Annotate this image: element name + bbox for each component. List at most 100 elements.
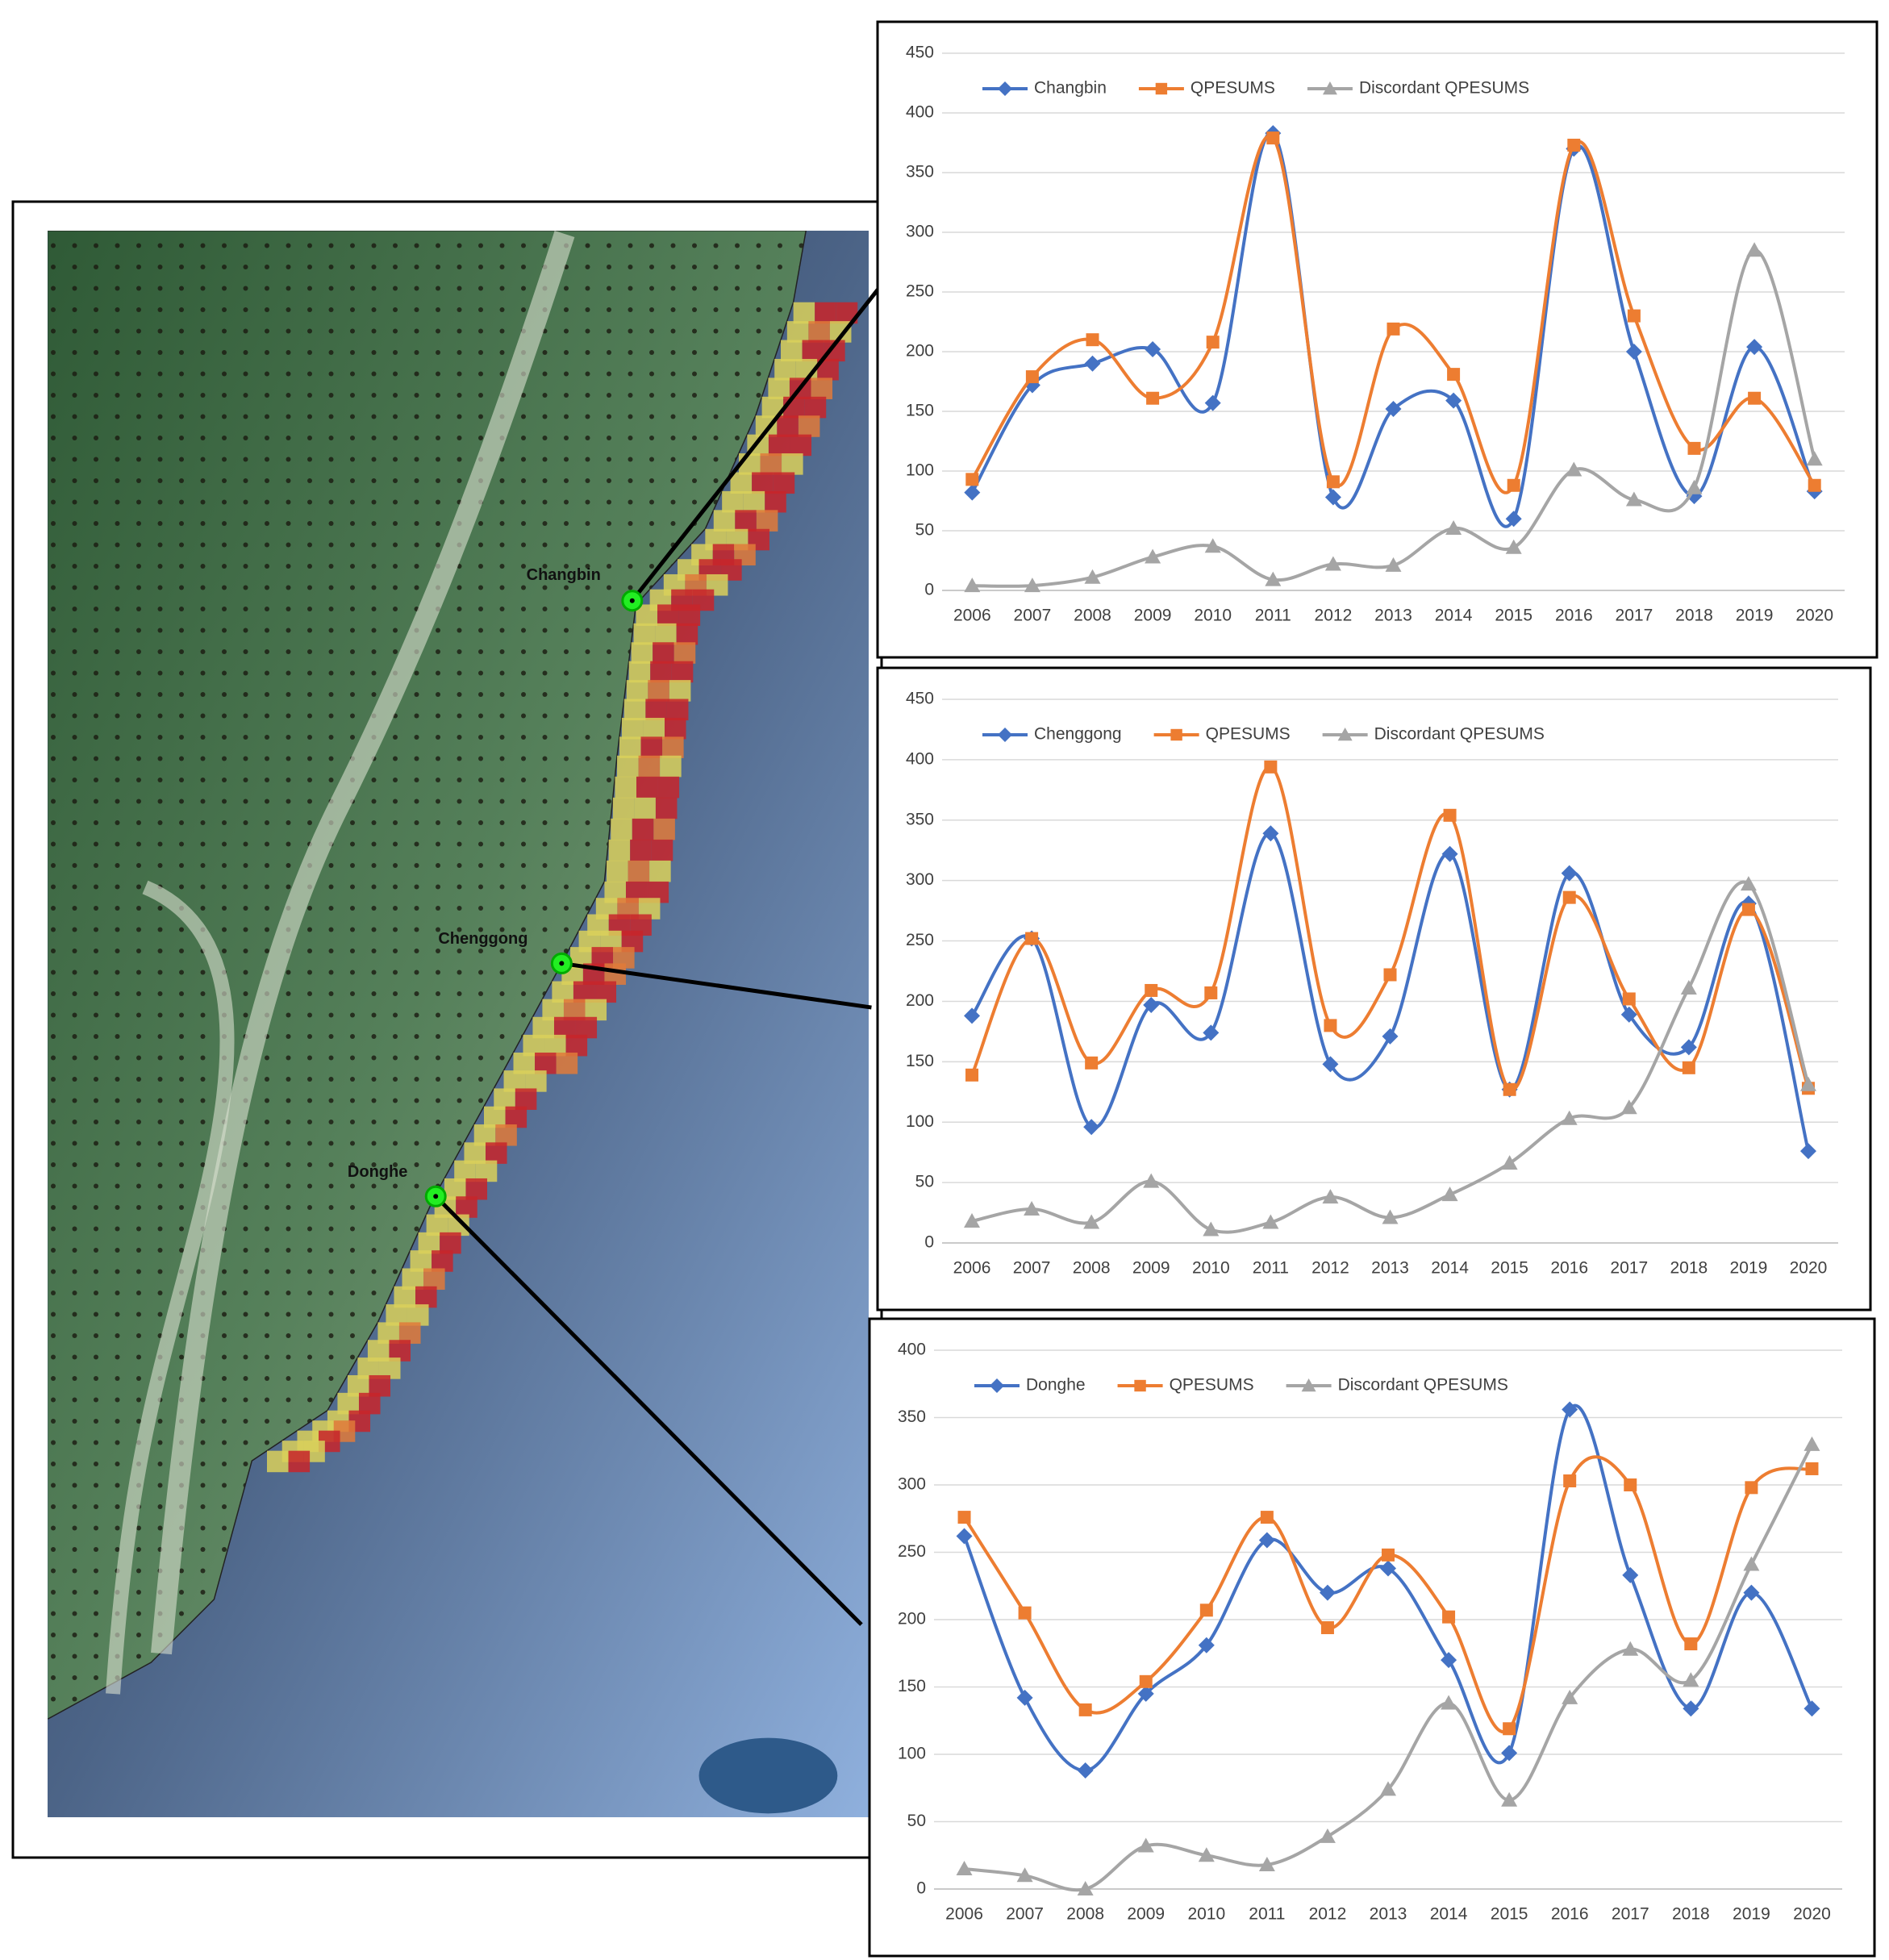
diamond-marker bbox=[1084, 355, 1101, 372]
x-tick-label: 2008 bbox=[1073, 1259, 1111, 1278]
square-marker bbox=[1745, 1481, 1758, 1495]
square-marker bbox=[1324, 1019, 1337, 1032]
triangle-marker bbox=[1566, 461, 1583, 477]
square-marker bbox=[1562, 890, 1576, 904]
legend-label: Changbin bbox=[1034, 79, 1107, 98]
legend-label: QPESUMS bbox=[1170, 1376, 1254, 1395]
x-tick-label: 2017 bbox=[1616, 607, 1653, 625]
grid-cell bbox=[444, 1178, 466, 1200]
x-tick-label: 2013 bbox=[1374, 607, 1412, 625]
grid-cell bbox=[643, 717, 665, 740]
site-dot bbox=[559, 961, 565, 966]
grid-cell bbox=[418, 1232, 440, 1254]
diamond-marker bbox=[964, 1007, 981, 1024]
square-marker bbox=[965, 473, 979, 486]
x-tick-label: 2018 bbox=[1675, 607, 1713, 625]
diamond-marker bbox=[998, 728, 1012, 742]
square-marker bbox=[1025, 370, 1039, 384]
x-tick-label: 2014 bbox=[1435, 607, 1473, 625]
x-tick-label: 2009 bbox=[1127, 1905, 1165, 1924]
grid-cell bbox=[394, 1286, 416, 1308]
x-tick-label: 2016 bbox=[1555, 607, 1593, 625]
diamond-marker bbox=[1445, 392, 1462, 409]
grid-cell bbox=[669, 680, 691, 702]
triangle-marker bbox=[1301, 1378, 1316, 1392]
square-marker bbox=[1503, 1082, 1516, 1096]
grid-cell bbox=[793, 302, 815, 324]
x-tick-label: 2017 bbox=[1610, 1259, 1648, 1278]
triangle-marker bbox=[1799, 1076, 1816, 1091]
square-marker bbox=[1805, 1462, 1819, 1475]
grid-cell bbox=[657, 604, 679, 626]
diamond-marker bbox=[990, 1378, 1004, 1393]
x-tick-label: 2020 bbox=[1793, 1905, 1831, 1924]
grid-cell bbox=[660, 755, 682, 778]
grid-cell bbox=[621, 717, 644, 740]
grid-cell bbox=[456, 1196, 477, 1218]
x-tick-label: 2015 bbox=[1495, 607, 1532, 625]
square-marker bbox=[1146, 391, 1160, 405]
series-line bbox=[971, 880, 1810, 1234]
y-tick-label: 200 bbox=[898, 1610, 926, 1628]
triangle-marker bbox=[1746, 242, 1763, 257]
square-marker bbox=[1567, 138, 1581, 152]
grid-cell bbox=[671, 661, 694, 683]
legend-label: QPESUMS bbox=[1191, 79, 1275, 98]
diamond-marker bbox=[1680, 1039, 1697, 1056]
y-tick-label: 350 bbox=[898, 1407, 926, 1426]
grid-cell bbox=[628, 860, 650, 882]
grid-cell bbox=[782, 453, 803, 475]
grid-cell bbox=[465, 1178, 488, 1200]
grid-cell bbox=[760, 453, 782, 475]
triangle-marker bbox=[1441, 1186, 1458, 1202]
triangle-marker bbox=[1561, 1110, 1578, 1125]
x-tick-label: 2018 bbox=[1672, 1905, 1710, 1924]
square-marker bbox=[1085, 1056, 1099, 1070]
grid-cell bbox=[503, 1070, 526, 1092]
grid-cell bbox=[633, 623, 656, 645]
legend-label: Donghe bbox=[1026, 1376, 1086, 1395]
triangle-marker bbox=[1203, 1221, 1220, 1236]
series-line bbox=[962, 1403, 1814, 1773]
y-tick-label: 50 bbox=[915, 521, 934, 540]
series-line bbox=[970, 131, 1816, 528]
triangle-marker bbox=[964, 578, 981, 593]
x-tick-label: 2007 bbox=[1013, 1259, 1051, 1278]
grid-cell bbox=[657, 776, 680, 799]
square-marker bbox=[1326, 475, 1340, 489]
diamond-marker bbox=[1322, 1056, 1339, 1073]
diamond-marker bbox=[1077, 1762, 1094, 1779]
triangle-marker bbox=[1024, 1201, 1040, 1216]
square-marker bbox=[1134, 1379, 1146, 1392]
grid-cell bbox=[790, 434, 812, 457]
square-marker bbox=[1139, 1674, 1153, 1688]
grid-cell bbox=[808, 321, 830, 343]
square-marker bbox=[1682, 1061, 1695, 1074]
y-tick-label: 100 bbox=[906, 1112, 934, 1131]
x-tick-label: 2010 bbox=[1192, 1259, 1230, 1278]
square-marker bbox=[1383, 968, 1397, 982]
x-tick-label: 2006 bbox=[945, 1905, 983, 1924]
triangle-marker bbox=[1016, 1867, 1033, 1883]
triangle-marker bbox=[1137, 1837, 1154, 1853]
triangle-marker bbox=[1740, 876, 1757, 891]
y-tick-label: 50 bbox=[915, 1173, 934, 1191]
diamond-marker bbox=[1380, 1560, 1396, 1577]
grid-cell bbox=[515, 1088, 537, 1110]
grid-cell bbox=[608, 839, 631, 861]
y-tick-label: 450 bbox=[906, 690, 934, 708]
chart: 0 50 100 150 200 250 300 350 400 450 2006 2007 2008 2… bbox=[876, 666, 1872, 1312]
grid-cell bbox=[722, 490, 744, 513]
diamond-marker bbox=[1016, 1689, 1033, 1706]
diamond-marker bbox=[1625, 344, 1642, 360]
square-marker bbox=[957, 1511, 971, 1524]
x-tick-label: 2014 bbox=[1431, 1259, 1469, 1278]
grid-cell bbox=[423, 1268, 445, 1291]
x-tick-label: 2019 bbox=[1736, 607, 1774, 625]
square-marker bbox=[1320, 1621, 1334, 1635]
diamond-marker bbox=[998, 81, 1012, 96]
grid-cell bbox=[666, 699, 689, 721]
y-tick-label: 0 bbox=[924, 1233, 934, 1252]
square-marker bbox=[1018, 1606, 1032, 1620]
diamond-marker bbox=[1198, 1637, 1215, 1653]
